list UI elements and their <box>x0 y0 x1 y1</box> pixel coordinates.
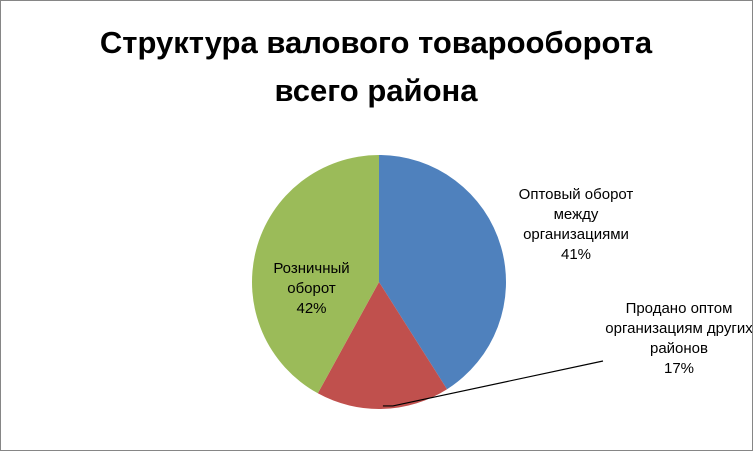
data-label: Оптовый оборот между организациями 41% <box>501 185 651 265</box>
category-label: Оптовый оборот между организациями <box>518 186 634 243</box>
data-label: Продано оптом организациям других районо… <box>599 299 753 379</box>
pie-slice <box>252 155 379 394</box>
data-label: Розничный оборот 42% <box>249 259 374 319</box>
category-label: Продано оптом организациям других районо… <box>605 300 753 357</box>
chart-title: Структура валового товарооборота всего р… <box>99 25 653 108</box>
value-label: 41% <box>560 246 592 263</box>
value-label: 42% <box>296 300 327 317</box>
leader-line <box>382 360 604 407</box>
pie-slice <box>379 155 506 390</box>
pie-slice <box>317 282 448 409</box>
category-label: Розничный оборот <box>273 260 350 297</box>
value-label: 17% <box>663 360 695 377</box>
